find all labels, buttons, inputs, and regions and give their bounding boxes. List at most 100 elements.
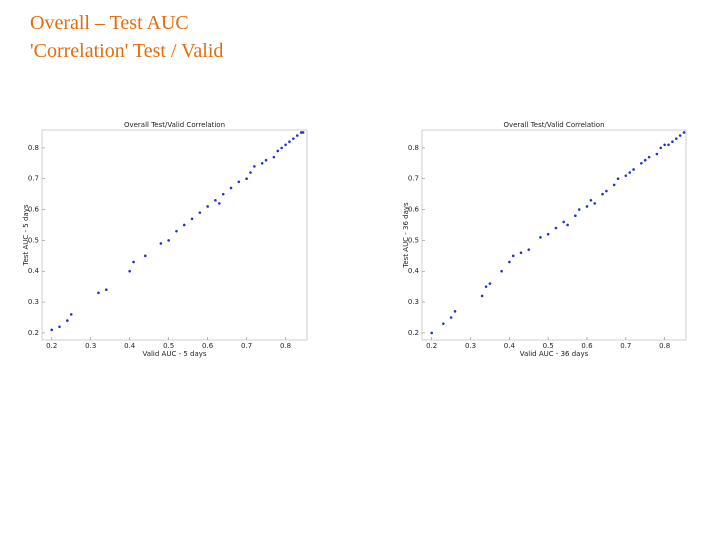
point (218, 202, 221, 205)
point (214, 199, 217, 202)
point (488, 282, 492, 285)
point (272, 155, 276, 159)
point (69, 313, 73, 316)
point (667, 143, 670, 147)
x-axis-label: Valid AUC - 5 days (142, 350, 206, 358)
y-tick-label: 0.3 (28, 298, 39, 306)
point (264, 158, 268, 162)
point (674, 137, 678, 140)
y-axis-label: Test AUC - 5 days (22, 204, 30, 266)
point (484, 285, 488, 288)
y-tick-label: 0.7 (408, 175, 419, 183)
point (66, 319, 69, 322)
point (253, 165, 256, 168)
y-tick-label: 0.8 (28, 144, 39, 152)
point (577, 208, 581, 211)
point (276, 149, 280, 153)
y-tick-label: 0.2 (408, 329, 419, 337)
heading: 'Correlation' Test / Valid (30, 40, 224, 62)
point (229, 186, 233, 190)
y-tick-label: 0.6 (408, 206, 420, 214)
y-tick-label: 0.3 (408, 298, 419, 306)
point (167, 239, 170, 242)
point (593, 202, 597, 205)
y-tick-label: 0.4 (408, 267, 420, 275)
point (508, 260, 511, 264)
point (58, 325, 61, 329)
point (301, 131, 305, 134)
point (663, 143, 666, 147)
point (299, 131, 303, 134)
point (539, 236, 542, 239)
point (682, 131, 686, 134)
x-tick-label: 0.3 (85, 342, 96, 350)
point (612, 183, 616, 187)
y-tick-label: 0.4 (28, 267, 40, 275)
point (190, 217, 194, 221)
point (295, 134, 299, 137)
point (624, 174, 628, 177)
point (546, 232, 550, 236)
x-tick-label: 0.4 (124, 342, 136, 350)
x-tick-label: 0.5 (543, 342, 554, 350)
x-tick-label: 0.6 (202, 342, 214, 350)
point (562, 220, 566, 224)
point (643, 158, 647, 162)
x-tick-label: 0.7 (241, 342, 252, 350)
chart-title: Overall Test/Valid Correlation (503, 121, 604, 129)
y-tick-label: 0.5 (28, 236, 39, 244)
x-tick-label: 0.7 (620, 342, 631, 350)
heading: Overall – Test AUC (30, 12, 189, 34)
point (132, 260, 135, 264)
point (671, 140, 674, 144)
x-tick-label: 0.8 (659, 342, 670, 350)
point (159, 242, 163, 245)
plot-frame (421, 129, 687, 341)
chart-title: Overall Test/Valid Correlation (124, 121, 225, 129)
x-tick-label: 0.4 (504, 342, 516, 350)
y-tick-label: 0.2 (28, 329, 39, 337)
point (284, 143, 287, 147)
point (519, 251, 523, 255)
point (585, 205, 589, 208)
x-axis-label: Valid AUC - 36 days (520, 350, 589, 358)
point (182, 223, 186, 227)
point (245, 177, 248, 181)
plot-frame (41, 129, 308, 341)
point (659, 146, 663, 150)
point (647, 155, 651, 159)
point (260, 162, 264, 165)
point (175, 229, 178, 233)
point (554, 226, 558, 230)
x-tick-label: 0.8 (280, 342, 291, 350)
point (678, 134, 682, 137)
x-tick-label: 0.2 (426, 342, 437, 350)
x-tick-label: 0.5 (163, 342, 174, 350)
point (640, 162, 643, 165)
point (566, 223, 569, 227)
point (249, 171, 252, 174)
y-tick-label: 0.5 (408, 236, 419, 244)
y-tick-label: 0.8 (408, 144, 419, 152)
point (97, 291, 100, 295)
point (280, 146, 283, 150)
x-tick-label: 0.2 (46, 342, 57, 350)
point (500, 269, 503, 273)
point (589, 199, 593, 202)
point (632, 168, 635, 171)
point (206, 205, 209, 208)
point (601, 192, 604, 196)
point (527, 248, 531, 251)
point (50, 328, 54, 332)
point (105, 288, 108, 292)
point (655, 152, 659, 156)
x-tick-label: 0.3 (465, 342, 476, 350)
point (616, 177, 620, 181)
point (453, 310, 457, 313)
y-tick-label: 0.7 (28, 175, 39, 183)
point (237, 180, 241, 184)
y-tick-label: 0.6 (28, 206, 40, 214)
point (605, 189, 608, 193)
